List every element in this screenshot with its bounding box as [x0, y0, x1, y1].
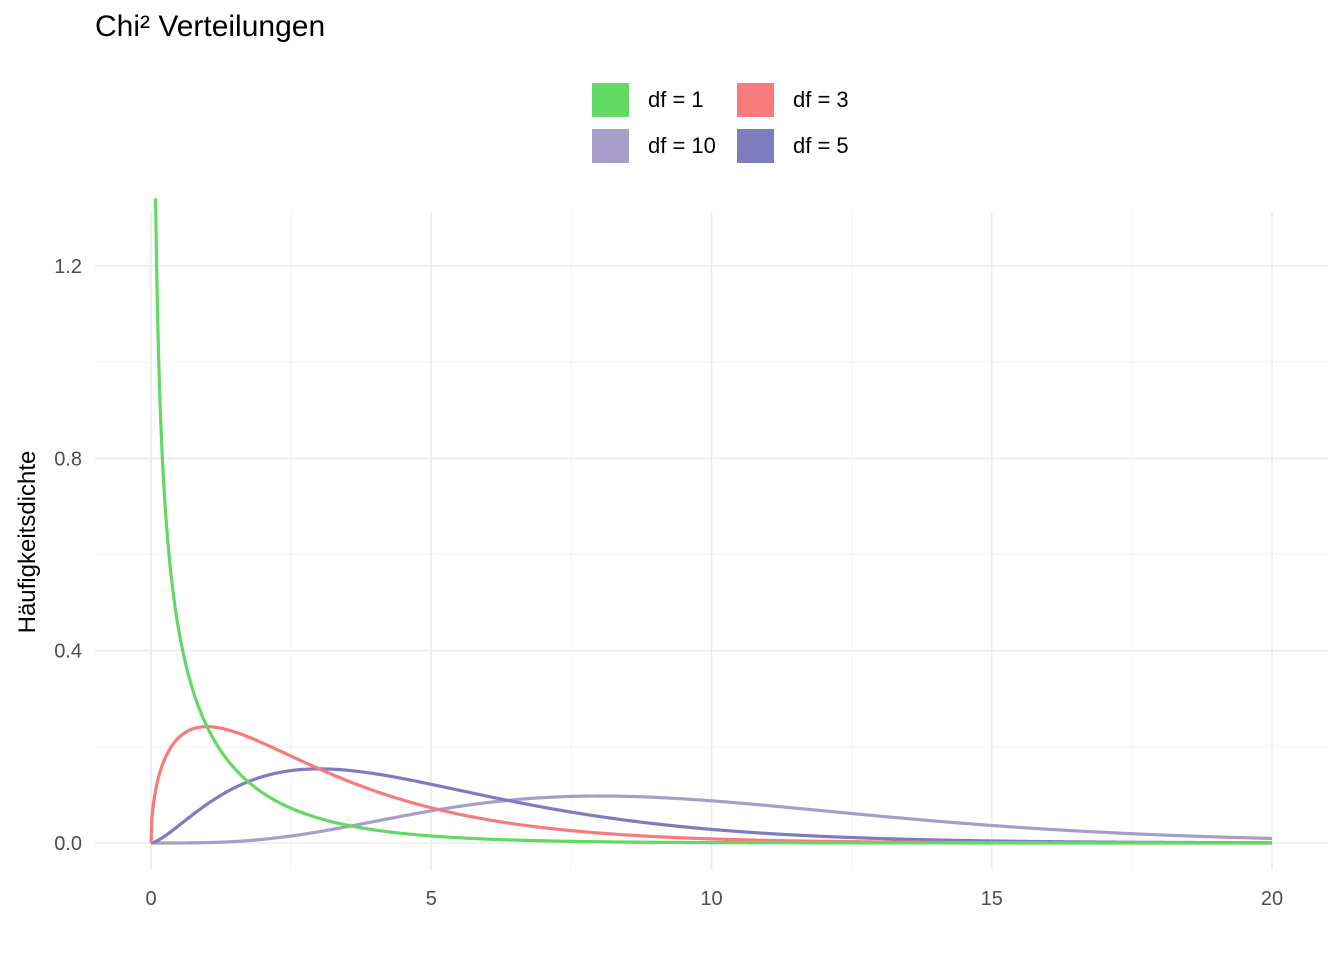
series-lines [149, 198, 1273, 845]
x-tick-label: 15 [981, 888, 1003, 910]
legend-item-df-10: df = 10 [592, 128, 716, 164]
tick-labels: 0 5 10 15 20 0.0 0.4 0.8 1.2 [54, 256, 1283, 910]
chart-title: Chi² Verteilungen [95, 10, 326, 43]
x-tick-label: 20 [1261, 888, 1283, 910]
legend-item-df-1: df = 1 [592, 82, 704, 118]
legend-item-df-5: df = 5 [737, 128, 849, 164]
legend-label-df-10: df = 10 [648, 133, 716, 158]
y-tick-label: 1.2 [54, 256, 82, 278]
legend-label-df-1: df = 1 [648, 87, 704, 112]
series-line-df-1 [153, 198, 1273, 845]
x-tick-label: 10 [700, 888, 722, 910]
x-tick-label: 0 [145, 888, 156, 910]
y-tick-label: 0.8 [54, 448, 82, 470]
series-line-df-10 [150, 794, 1273, 845]
legend-item-df-3: df = 3 [737, 82, 849, 118]
legend-swatch-df-3 [737, 83, 774, 117]
y-tick-label: 0.4 [54, 641, 82, 663]
x-tick-label: 5 [426, 888, 437, 910]
legend-swatch-df-1 [592, 83, 629, 117]
legend-swatch-df-10 [592, 129, 629, 163]
legend: df = 1 df = 3 df = 10 df = 5 [592, 82, 892, 172]
legend-label-df-3: df = 3 [793, 87, 849, 112]
legend-label-df-5: df = 5 [793, 133, 849, 158]
legend-swatch-df-5 [737, 129, 774, 163]
y-tick-label: 0.0 [54, 833, 82, 855]
